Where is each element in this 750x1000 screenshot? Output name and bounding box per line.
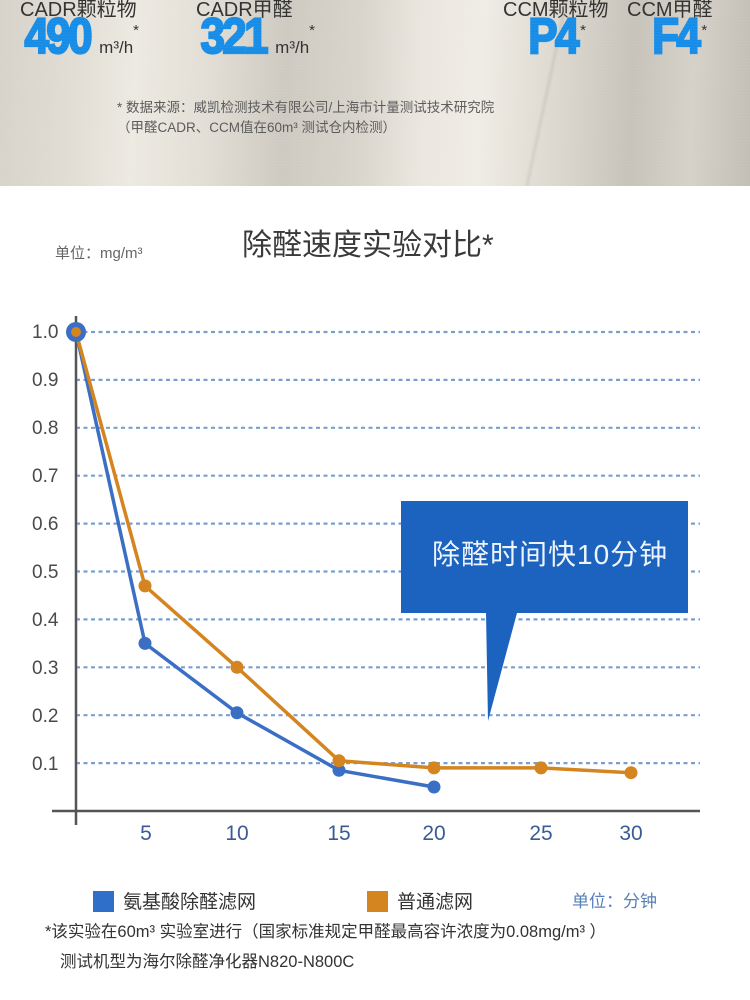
svg-text:除醛时间快10分钟: 除醛时间快10分钟 xyxy=(432,539,668,570)
